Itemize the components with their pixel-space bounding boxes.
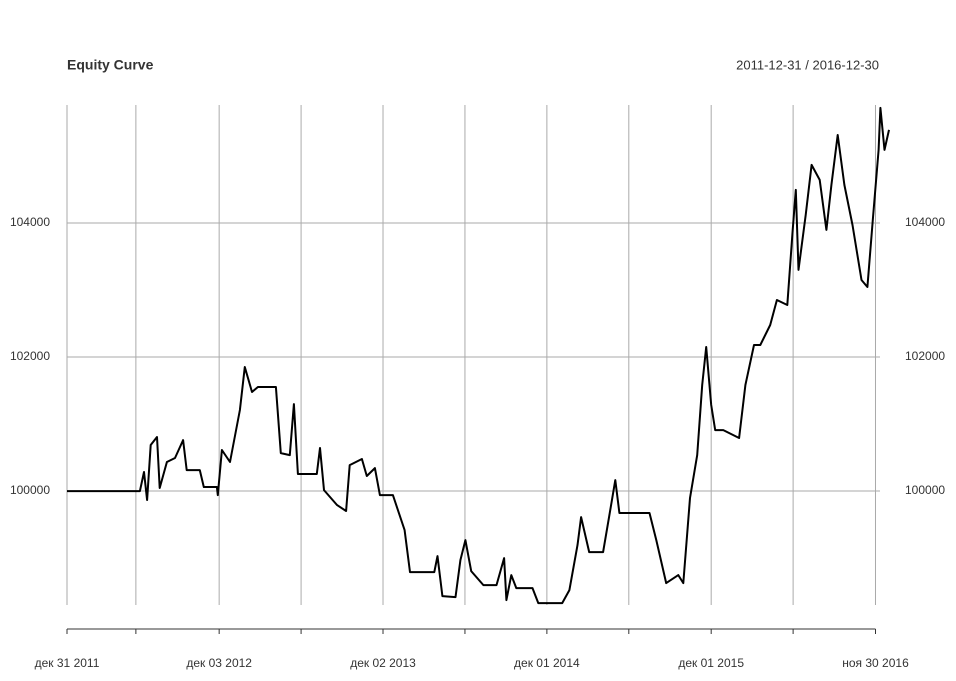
chart-subtitle: 2011-12-31 / 2016-12-30 xyxy=(736,57,879,72)
x-tick-label: ноя 30 2016 xyxy=(842,656,909,670)
y-tick-label: 104000 xyxy=(10,215,50,229)
chart-title: Equity Curve xyxy=(67,57,154,73)
x-tick-label: дек 01 2014 xyxy=(514,656,580,670)
x-tick-label: дек 01 2015 xyxy=(678,656,744,670)
y-tick-label-right: 104000 xyxy=(905,215,945,229)
y-tick-label-right: 100000 xyxy=(905,483,945,497)
y-tick-label: 102000 xyxy=(10,349,50,363)
y-tick-label: 100000 xyxy=(10,483,50,497)
y-tick-label-right: 102000 xyxy=(905,349,945,363)
x-tick-label: дек 02 2013 xyxy=(350,656,416,670)
equity-line xyxy=(67,106,890,605)
x-tick-label: дек 31 2011 xyxy=(35,656,100,670)
x-tick-label: дек 03 2012 xyxy=(186,656,252,670)
